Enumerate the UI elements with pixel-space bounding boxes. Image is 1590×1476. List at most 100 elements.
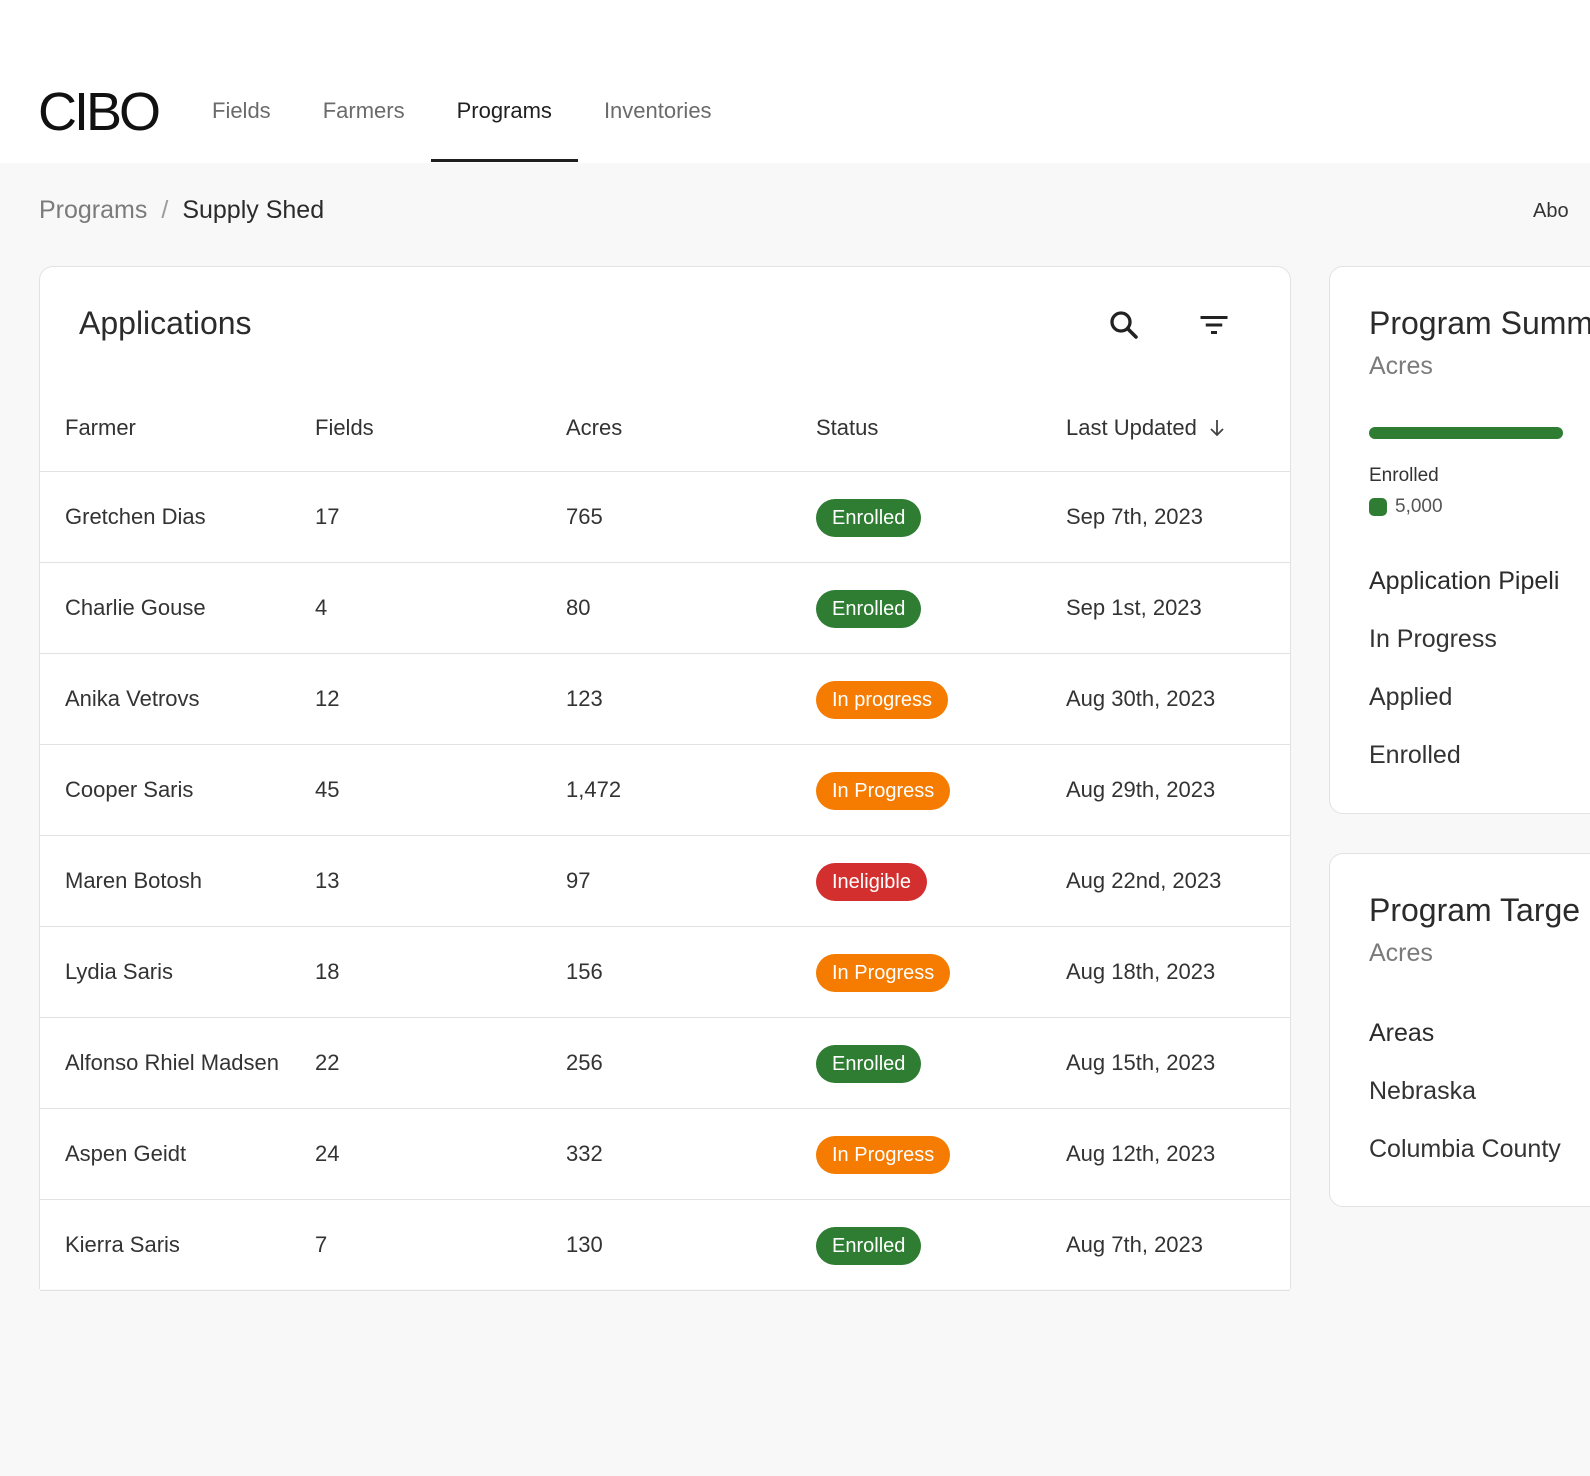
legend-label: Enrolled	[1369, 465, 1439, 486]
legend-item-enrolled: 5,000	[1369, 496, 1443, 518]
status-badge: Enrolled	[816, 590, 922, 629]
program-targets-card: Program Targe Acres Areas Nebraska Colum…	[1329, 853, 1590, 1207]
cell-acres: 156	[566, 959, 603, 984]
enrolled-progress-bar	[1369, 427, 1563, 439]
table-body: Gretchen Dias 17 765 Enrolled Sep 7th, 2023 C…	[40, 472, 1290, 1291]
cell-farmer: Alfonso Rhiel Madsen	[65, 1050, 280, 1075]
column-header-farmer[interactable]: Farmer	[65, 415, 136, 440]
program-targets-subtitle: Acres	[1369, 939, 1433, 967]
cell-farmer: Anika Vetrovs	[65, 686, 200, 711]
table-row[interactable]: Aspen Geidt 24 332 In Progress Aug 12th, 202…	[40, 1109, 1290, 1200]
cell-last-updated: Aug 22nd, 2023	[1066, 868, 1222, 893]
program-summary-subtitle: Acres	[1369, 352, 1433, 380]
status-badge: Enrolled	[816, 499, 922, 538]
cell-last-updated: Aug 29th, 2023	[1066, 777, 1216, 802]
program-targets-title: Program Targe	[1369, 892, 1581, 928]
cell-farmer: Lydia Saris	[65, 959, 174, 984]
cell-acres: 80	[566, 595, 591, 620]
cell-acres: 1,472	[566, 777, 622, 802]
legend-value: 5,000	[1395, 496, 1443, 517]
arrow-down-icon[interactable]	[1205, 416, 1229, 440]
cell-acres: 256	[566, 1050, 603, 1075]
about-link[interactable]: Abo	[1533, 200, 1569, 222]
cell-acres: 332	[566, 1141, 603, 1166]
cell-status: In Progress	[816, 927, 951, 1017]
column-header-acres[interactable]: Acres	[566, 415, 623, 440]
pipeline-item-applied: Applied	[1369, 683, 1453, 711]
filter-icon	[1200, 316, 1228, 334]
table-row[interactable]: Alfonso Rhiel Madsen 22 256 Enrolled Aug 15t…	[40, 1018, 1290, 1109]
pipeline-item-in-progress: In Progress	[1369, 625, 1497, 653]
cell-fields: 7	[315, 1232, 328, 1257]
cell-acres: 765	[566, 504, 603, 529]
nav-item-fields[interactable]: Fields	[212, 98, 271, 123]
cell-acres: 130	[566, 1232, 603, 1257]
program-summary-card: Program Summ Acres Enrolled 5,000 Applic…	[1329, 266, 1590, 814]
status-badge: In Progress	[816, 1136, 951, 1175]
cell-status: Enrolled	[816, 1200, 922, 1290]
cell-acres: 97	[566, 868, 591, 893]
column-header-fields[interactable]: Fields	[315, 415, 374, 440]
table-row[interactable]: Cooper Saris 45 1,472 In Progress Aug 29th, …	[40, 745, 1290, 836]
legend-swatch	[1369, 498, 1387, 516]
cell-status: In Progress	[816, 745, 951, 835]
cell-last-updated: Aug 15th, 2023	[1066, 1050, 1216, 1075]
cell-fields: 24	[315, 1141, 340, 1166]
breadcrumb-separator: /	[161, 196, 169, 224]
cell-status: In Progress	[816, 1109, 951, 1199]
filter-button[interactable]	[1196, 307, 1232, 343]
cell-status: Ineligible	[816, 836, 927, 926]
cell-status: Enrolled	[816, 1018, 922, 1108]
cell-fields: 4	[315, 595, 328, 620]
area-item-nebraska: Nebraska	[1369, 1077, 1476, 1105]
cell-status: In progress	[816, 654, 949, 744]
search-icon	[1110, 311, 1138, 339]
table-row[interactable]: Charlie Gouse 4 80 Enrolled Sep 1st, 2023	[40, 563, 1290, 654]
column-header-status[interactable]: Status	[816, 415, 879, 440]
cell-status: Enrolled	[816, 563, 922, 653]
table-row[interactable]: Anika Vetrovs 12 123 In progress Aug 30th, 2…	[40, 654, 1290, 745]
cell-fields: 13	[315, 868, 340, 893]
cell-fields: 22	[315, 1050, 340, 1075]
top-navigation-bar: CIBO Fields Farmers Programs Inventories	[0, 0, 1590, 163]
applications-title: Applications	[79, 305, 252, 341]
search-button[interactable]	[1106, 307, 1142, 343]
cell-farmer: Gretchen Dias	[65, 504, 206, 529]
nav-item-farmers[interactable]: Farmers	[322, 98, 405, 123]
table-header: Farmer Fields Acres Status Last Updated	[40, 387, 1290, 472]
cell-farmer: Cooper Saris	[65, 777, 194, 802]
program-summary-title: Program Summ	[1369, 305, 1590, 341]
cell-fields: 18	[315, 959, 340, 984]
main-nav: Fields Farmers Programs Inventories	[186, 80, 738, 162]
nav-item-inventories[interactable]: Inventories	[603, 98, 712, 123]
cell-acres: 123	[566, 686, 603, 711]
status-badge: In progress	[816, 681, 949, 720]
cell-last-updated: Aug 30th, 2023	[1066, 686, 1216, 711]
nav-item-programs[interactable]: Programs	[430, 80, 579, 162]
cell-farmer: Kierra Saris	[65, 1232, 180, 1257]
table-row[interactable]: Gretchen Dias 17 765 Enrolled Sep 7th, 2023	[40, 472, 1290, 563]
status-badge: In Progress	[816, 954, 951, 993]
breadcrumb-programs-link[interactable]: Programs	[39, 196, 148, 224]
status-badge: Ineligible	[816, 863, 927, 902]
areas-title: Areas	[1369, 1019, 1435, 1047]
status-badge: Enrolled	[816, 1045, 922, 1084]
status-badge: In Progress	[816, 772, 951, 811]
column-header-last-updated[interactable]: Last Updated	[1066, 415, 1229, 441]
cell-fields: 12	[315, 686, 340, 711]
cibo-logo[interactable]: CIBO	[38, 82, 161, 142]
breadcrumb-current: Supply Shed	[182, 196, 325, 224]
applications-card: Applications Farmer Fields Acres Status …	[39, 266, 1291, 1291]
cell-last-updated: Sep 1st, 2023	[1066, 595, 1202, 620]
table-row[interactable]: Lydia Saris 18 156 In Progress Aug 18th, 202…	[40, 927, 1290, 1018]
cell-farmer: Maren Botosh	[65, 868, 202, 893]
table-row[interactable]: Maren Botosh 13 97 Ineligible Aug 22nd, 2023	[40, 836, 1290, 927]
cell-status: Enrolled	[816, 472, 922, 562]
cell-farmer: Aspen Geidt	[65, 1141, 187, 1166]
status-badge: Enrolled	[816, 1227, 922, 1266]
cell-last-updated: Aug 12th, 2023	[1066, 1141, 1216, 1166]
table-row[interactable]: Kierra Saris 7 130 Enrolled Aug 7th, 2023	[40, 1200, 1290, 1291]
area-item-columbia-county: Columbia County	[1369, 1135, 1561, 1163]
cell-fields: 17	[315, 504, 340, 529]
cell-last-updated: Aug 18th, 2023	[1066, 959, 1216, 984]
